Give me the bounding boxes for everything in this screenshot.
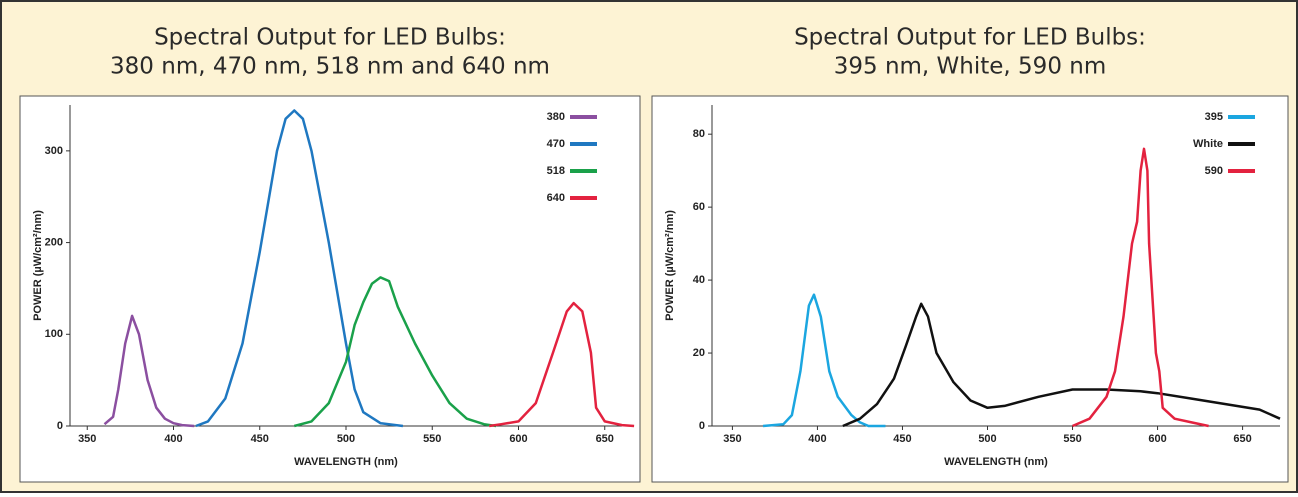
series-line [842, 302, 1281, 428]
x-tick-label: 550 [423, 433, 441, 445]
legend-label: 640 [547, 192, 565, 204]
x-tick-label: 600 [509, 433, 527, 445]
series-line [1072, 147, 1209, 428]
x-tick-label: 350 [78, 433, 96, 445]
y-tick-label: 60 [693, 201, 705, 213]
legend-label: 518 [547, 165, 565, 177]
y-axis-label: POWER (µW/cm²/nm) [32, 210, 44, 321]
y-tick-label: 0 [57, 420, 63, 432]
x-axis-label: WAVELENGTH (nm) [294, 456, 398, 468]
series-line [103, 314, 195, 428]
y-tick-label: 80 [693, 128, 705, 140]
y-tick-label: 20 [693, 347, 705, 359]
x-tick-label: 450 [893, 433, 911, 445]
legend-label: 380 [547, 111, 565, 123]
y-tick-label: 200 [45, 236, 63, 248]
x-tick-label: 550 [1063, 433, 1081, 445]
y-tick-label: 0 [699, 420, 705, 432]
series-line [762, 293, 886, 428]
legend-label: 590 [1205, 165, 1223, 177]
x-tick-label: 400 [164, 433, 182, 445]
series-line [293, 276, 497, 428]
chart-title: Spectral Output for LED Bulbs: [794, 25, 1146, 51]
series-line [489, 301, 635, 428]
chart-title: 380 nm, 470 nm, 518 nm and 640 nm [110, 54, 550, 80]
chart-title: Spectral Output for LED Bulbs: [154, 25, 506, 51]
y-tick-label: 40 [693, 274, 705, 286]
legend-label: 470 [547, 138, 565, 150]
x-tick-label: 650 [1233, 433, 1251, 445]
chart-title: 395 nm, White, 590 nm [834, 54, 1107, 80]
x-tick-label: 500 [978, 433, 996, 445]
plot-panel [19, 95, 641, 483]
x-tick-label: 350 [723, 433, 741, 445]
x-axis-label: WAVELENGTH (nm) [944, 456, 1048, 468]
x-tick-label: 650 [596, 433, 614, 445]
x-tick-label: 600 [1148, 433, 1166, 445]
y-axis-label: POWER (µW/cm²/nm) [664, 210, 676, 321]
series-line [195, 109, 404, 428]
y-tick-label: 300 [45, 145, 63, 157]
legend-label: White [1193, 138, 1223, 150]
x-tick-label: 450 [251, 433, 269, 445]
x-tick-label: 400 [808, 433, 826, 445]
legend-label: 395 [1205, 111, 1223, 123]
y-tick-label: 100 [45, 328, 63, 340]
x-tick-label: 500 [337, 433, 355, 445]
plot-panel [651, 95, 1289, 483]
